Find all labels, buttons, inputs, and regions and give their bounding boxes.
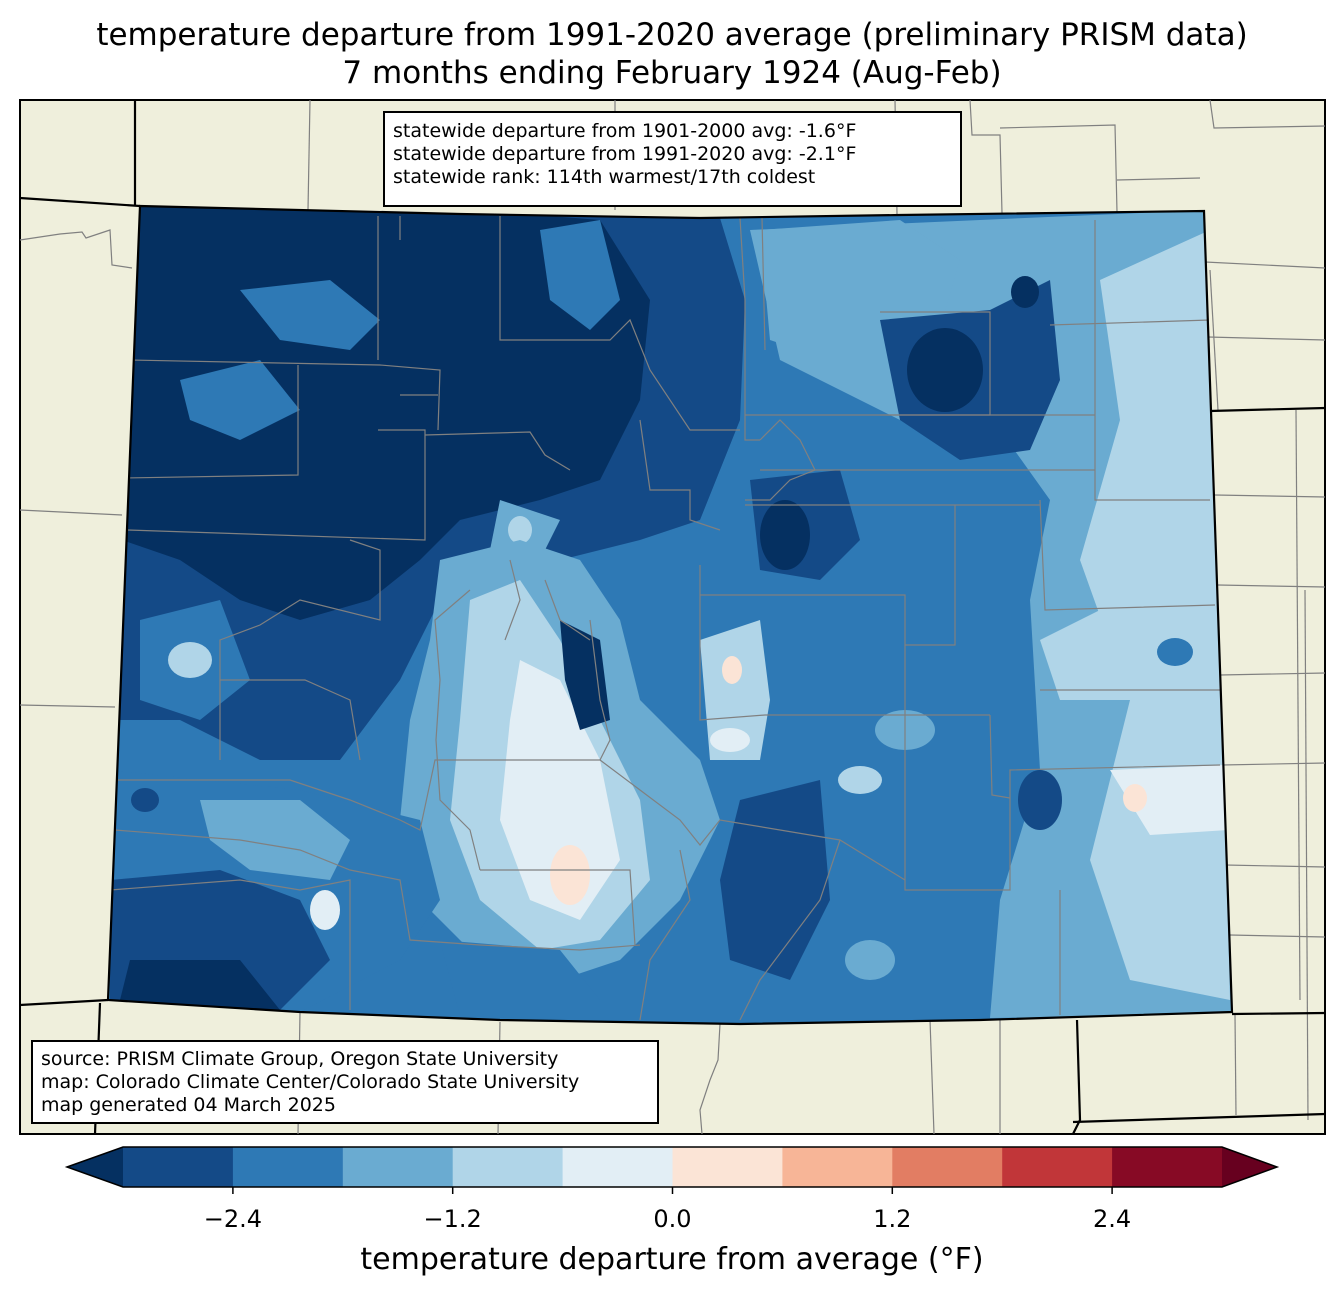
colorbar-outline bbox=[64, 1146, 1280, 1188]
colorbar-segment bbox=[562, 1147, 673, 1187]
colorbar-segment bbox=[672, 1147, 783, 1187]
colorbar-segment bbox=[1112, 1147, 1223, 1187]
colorbar-tick-label: 1.2 bbox=[873, 1205, 912, 1233]
colorbar-tick-label: −2.4 bbox=[203, 1205, 263, 1233]
stats-departure-1901-2000: statewide departure from 1901-2000 avg: … bbox=[393, 120, 857, 142]
colorbar-over-arrow bbox=[1222, 1147, 1277, 1187]
colorbar-tick-label: 2.4 bbox=[1093, 1205, 1132, 1233]
credits-source: source: PRISM Climate Group, Oregon Stat… bbox=[41, 1048, 559, 1070]
credits-box: source: PRISM Climate Group, Oregon Stat… bbox=[31, 1040, 659, 1124]
colorbar-segment bbox=[232, 1147, 344, 1187]
colorbar-segment bbox=[892, 1147, 1003, 1187]
map-title-line2: 7 months ending February 1924 (Aug-Feb) bbox=[342, 55, 1002, 91]
temperature-field bbox=[108, 206, 1232, 1024]
colorbar-tick-label: 0.0 bbox=[653, 1205, 692, 1233]
colorbar-segment bbox=[1002, 1147, 1113, 1187]
colorbar-under-arrow bbox=[67, 1147, 123, 1187]
colorbar-segment bbox=[452, 1147, 564, 1187]
stats-departure-1991-2020: statewide departure from 1991-2020 avg: … bbox=[393, 143, 857, 165]
colorbar-segment bbox=[782, 1147, 893, 1187]
stats-rank: statewide rank: 114th warmest/17th colde… bbox=[393, 166, 816, 188]
colorbar-tick-label: −1.2 bbox=[423, 1205, 482, 1233]
credits-generated: map generated 04 March 2025 bbox=[41, 1094, 336, 1116]
statewide-stats-box: statewide departure from 1901-2000 avg: … bbox=[383, 111, 962, 207]
colorbar-label: temperature departure from average (°F) bbox=[360, 1242, 984, 1277]
colorado-border bbox=[106, 204, 1234, 1026]
map-title-line1: temperature departure from 1991-2020 ave… bbox=[96, 17, 1248, 53]
credits-map: map: Colorado Climate Center/Colorado St… bbox=[41, 1071, 580, 1093]
colorbar-segment bbox=[123, 1147, 234, 1187]
colorbar-segment bbox=[342, 1147, 454, 1187]
county-lines bbox=[109, 216, 1221, 1021]
